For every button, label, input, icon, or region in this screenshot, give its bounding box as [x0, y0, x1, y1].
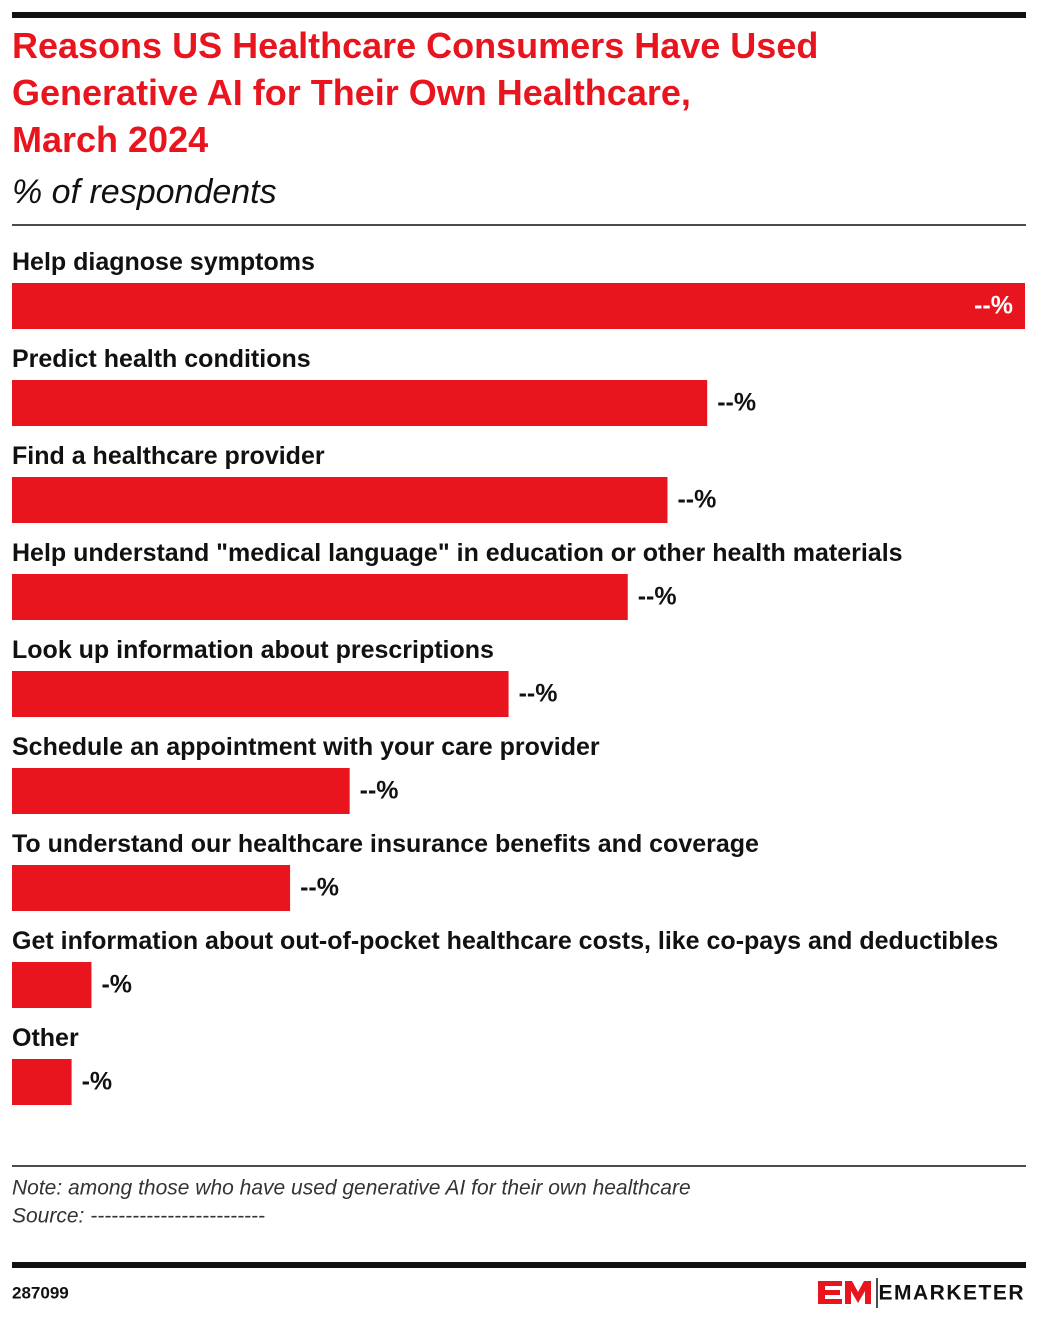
- value-label: --%: [360, 777, 399, 805]
- logo: EMARKETER: [818, 1278, 1025, 1308]
- bar: [12, 962, 92, 1008]
- category-label: To understand our healthcare insurance b…: [12, 830, 759, 858]
- bar: [12, 671, 509, 717]
- chart-subtitle: % of respondents: [12, 173, 277, 211]
- value-label: --%: [717, 389, 756, 417]
- value-label: --%: [519, 680, 558, 708]
- source: Source: -------------------------: [12, 1205, 265, 1228]
- value-label: --%: [638, 583, 677, 611]
- category-label: Predict health conditions: [12, 345, 311, 373]
- logo-m: [845, 1281, 871, 1304]
- bar: [12, 1059, 72, 1105]
- bar: [12, 380, 708, 426]
- bar: [12, 768, 350, 814]
- category-label: Find a healthcare provider: [12, 442, 325, 470]
- brand: EMARKETER: [878, 1282, 1025, 1305]
- bar: [12, 865, 291, 911]
- category-label: Help understand "medical language" in ed…: [12, 539, 903, 567]
- value-label: --%: [300, 874, 339, 902]
- top-rule: [12, 12, 1026, 18]
- value-label: --%: [974, 292, 1013, 320]
- chart-id: 287099: [12, 1283, 69, 1302]
- bottom-rule: [12, 1262, 1026, 1268]
- category-label: Schedule an appointment with your care p…: [12, 733, 600, 761]
- value-label: -%: [101, 971, 132, 999]
- bar: [12, 283, 1025, 329]
- note: Note: among those who have used generati…: [12, 1177, 691, 1200]
- bar: [12, 574, 628, 620]
- category-label: Other: [12, 1024, 79, 1052]
- logo-e: [818, 1281, 842, 1304]
- category-label: Look up information about prescriptions: [12, 636, 494, 664]
- bar: [12, 477, 668, 523]
- chart-title: Reasons US Healthcare Consumers Have Use…: [12, 25, 828, 160]
- category-label: Get information about out-of-pocket heal…: [12, 927, 998, 955]
- value-label: --%: [677, 486, 716, 514]
- value-label: -%: [82, 1068, 113, 1096]
- category-label: Help diagnose symptoms: [12, 248, 315, 276]
